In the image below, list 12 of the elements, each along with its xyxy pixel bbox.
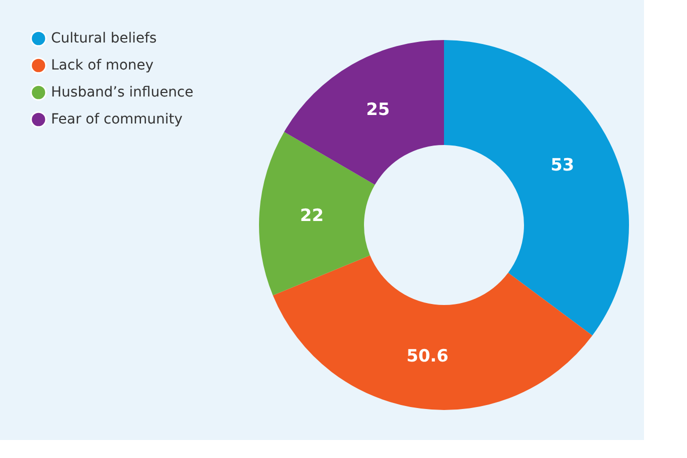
- legend-label: Cultural beliefs: [51, 30, 157, 46]
- donut-slice: [444, 40, 629, 336]
- legend-label: Fear of community: [51, 112, 183, 128]
- data-label: 53: [550, 156, 574, 176]
- donut-slice: [259, 132, 375, 296]
- data-label: 50.6: [406, 346, 448, 366]
- data-label: 22: [300, 206, 324, 226]
- donut-slice: [284, 40, 444, 185]
- donut-slice: [272, 255, 592, 410]
- data-label: 25: [366, 100, 390, 120]
- legend-label: Husband’s influence: [51, 84, 194, 100]
- legend-label: Lack of money: [51, 58, 154, 74]
